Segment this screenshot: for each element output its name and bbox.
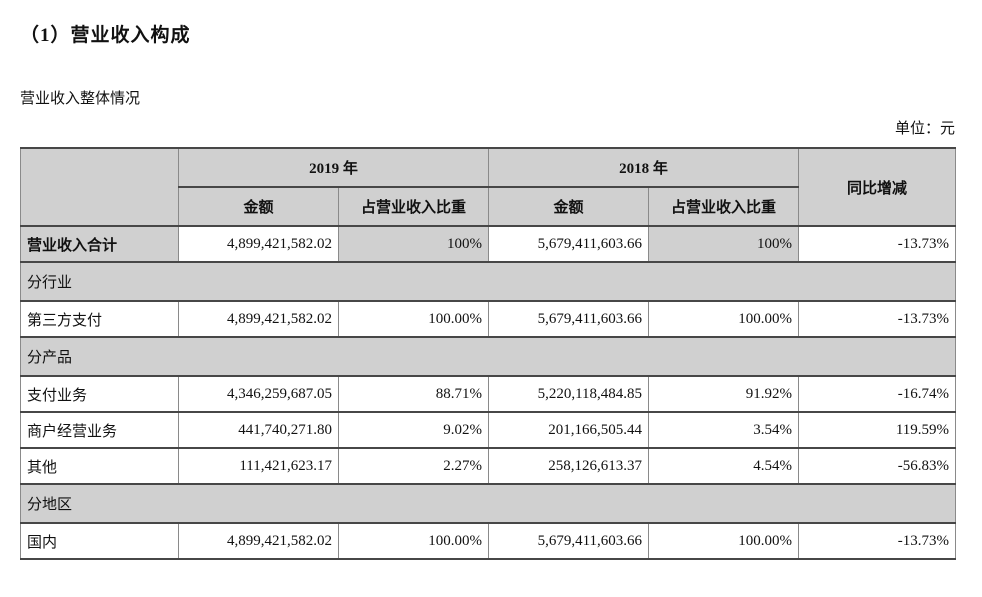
proportion-2019-cell: 88.71%: [337, 375, 490, 413]
amount-2018-cell: 258,126,613.37: [488, 447, 650, 485]
header-cell-2019: 2019 年: [177, 147, 490, 188]
section-label-cell: 分行业: [19, 261, 957, 302]
section-divider-row: 分行业: [19, 261, 957, 302]
section-divider-row: 分产品: [19, 336, 957, 377]
section-label-cell: 分地区: [19, 483, 957, 524]
proportion-2019-cell: 2.27%: [337, 447, 490, 485]
amount-2018-cell: 5,679,411,603.66: [488, 522, 650, 560]
amount-2019-cell: 4,899,421,582.02: [178, 225, 339, 263]
proportion-2019-cell: 100%: [337, 225, 490, 263]
section-divider-row: 分地区: [19, 483, 957, 524]
row-label-cell: 国内: [20, 522, 179, 560]
amount-2019-cell: 4,346,259,687.05: [178, 375, 339, 413]
amount-2018-cell: 5,220,118,484.85: [488, 375, 650, 413]
amount-2018-cell: 201,166,505.44: [488, 411, 650, 449]
row-label-cell: 营业收入合计: [20, 225, 179, 263]
amount-2018-cell: 5,679,411,603.66: [488, 225, 650, 263]
amount-2019-cell: 111,421,623.17: [178, 447, 339, 485]
yoy-cell: -16.74%: [798, 375, 957, 413]
section-label-cell: 分产品: [19, 336, 957, 377]
section-title: （1）营业收入构成: [20, 25, 191, 46]
unit-label: 单位：元: [894, 121, 955, 137]
proportion-2018-cell: 100.00%: [648, 522, 800, 560]
header-row-measures: 金额 占营业收入比重 金额 占营业收入比重: [21, 186, 956, 227]
table-row: 第三方支付 4,899,421,582.02 100.00% 5,679,411,60…: [20, 300, 957, 338]
amount-2019-cell: 4,899,421,582.02: [178, 522, 339, 560]
table-row: 支付业务 4,346,259,687.05 88.71% 5,220,118,484.…: [20, 375, 957, 413]
table-caption: 营业收入整体情况: [20, 91, 141, 107]
table-row: 国内 4,899,421,582.02 100.00% 5,679,411,603.6…: [20, 522, 957, 560]
table-body: 营业收入合计 4,899,421,582.02 100% 5,679,411,603.…: [19, 225, 957, 560]
proportion-2019-cell: 9.02%: [337, 411, 490, 449]
amount-2018-cell: 5,679,411,603.66: [488, 300, 650, 338]
amount-2019-cell: 441,740,271.80: [178, 411, 339, 449]
header-cell-proportion-2019: 占营业收入比重: [337, 186, 490, 227]
yoy-cell: -13.73%: [798, 225, 957, 263]
header-cell-yoy: 同比增减: [798, 147, 957, 227]
table-row: 营业收入合计 4,899,421,582.02 100% 5,679,411,603.…: [20, 225, 957, 263]
proportion-2018-cell: 100.00%: [648, 300, 800, 338]
header-cell-amount-2019: 金额: [178, 186, 339, 227]
amount-2019-cell: 4,899,421,582.02: [178, 300, 339, 338]
yoy-cell: -56.83%: [798, 447, 957, 485]
proportion-2018-cell: 4.54%: [648, 447, 800, 485]
header-cell-2018: 2018 年: [488, 147, 800, 188]
proportion-2019-cell: 100.00%: [337, 300, 490, 338]
header-cell-amount-2018: 金额: [488, 186, 650, 227]
header-row-years: 2019 年 2018 年 同比增减: [20, 147, 957, 227]
row-label-cell: 支付业务: [20, 375, 179, 413]
row-label-cell: 其他: [20, 447, 179, 485]
proportion-2019-cell: 100.00%: [337, 522, 490, 560]
yoy-cell: -13.73%: [798, 522, 957, 560]
table-row: 商户经营业务 441,740,271.80 9.02% 201,166,505.44 3…: [20, 411, 957, 449]
header-cell-proportion-2018: 占营业收入比重: [648, 186, 800, 227]
table-row: 其他 111,421,623.17 2.27% 258,126,613.37 4.54%…: [20, 447, 957, 485]
header-cell-blank: [20, 147, 179, 227]
row-label-cell: 第三方支付: [20, 300, 179, 338]
table-header: 2019 年 2018 年 同比增减 金额 占营业收入比重 金额 占营业收入比重: [20, 147, 957, 227]
revenue-composition-table: 2019 年 2018 年 同比增减 金额 占营业收入比重 金额 占营业收入比重…: [19, 147, 957, 560]
yoy-cell: -13.73%: [798, 300, 957, 338]
proportion-2018-cell: 91.92%: [648, 375, 800, 413]
row-label-cell: 商户经营业务: [20, 411, 179, 449]
yoy-cell: 119.59%: [798, 411, 957, 449]
proportion-2018-cell: 100%: [648, 225, 800, 263]
proportion-2018-cell: 3.54%: [648, 411, 800, 449]
